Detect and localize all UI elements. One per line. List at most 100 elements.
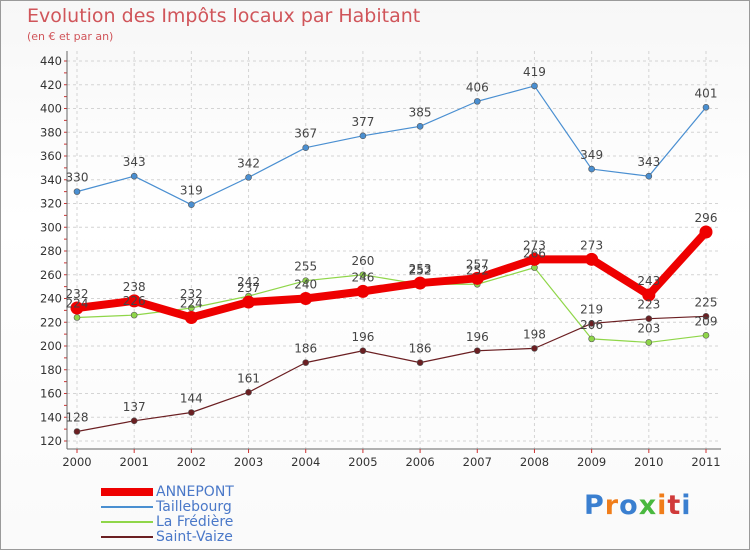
x-tick-label-2006: 2006 <box>405 455 434 469</box>
data-label-la-fr-di-re-2005: 260 <box>351 254 374 268</box>
legend-item-saint-vaize[interactable]: Saint-Vaize <box>101 529 321 545</box>
y-tick-label-440: 440 <box>40 54 62 68</box>
point-taillebourg-2011 <box>702 104 710 111</box>
legend-item-la-frediere[interactable]: La Frédière <box>101 514 321 530</box>
data-label-la-fr-di-re-2011: 209 <box>695 314 718 328</box>
series-line-saint-vaize <box>76 315 707 433</box>
point-la-fr-di-re-2001 <box>130 311 138 319</box>
point-taillebourg-2009 <box>588 165 595 173</box>
point-taillebourg-2005 <box>359 132 367 140</box>
data-label-annepont-2011: 296 <box>695 211 718 225</box>
data-label-taillebourg-2002: 319 <box>180 184 203 198</box>
legend-item-taillebourg[interactable]: Taillebourg <box>101 499 321 515</box>
data-label-annepont-2002: 224 <box>180 297 203 311</box>
y-tick-label-180: 180 <box>40 363 62 377</box>
legend-label-annepont: ANNEPONT <box>156 484 234 500</box>
point-taillebourg-2006 <box>416 123 424 130</box>
data-label-la-fr-di-re-2009: 206 <box>580 318 603 332</box>
legend-swatch-annepont <box>101 488 153 496</box>
data-label-annepont-2005: 246 <box>351 270 374 284</box>
point-saint-vaize-2009 <box>588 320 595 327</box>
y-tick-label-320: 320 <box>40 197 62 211</box>
x-tick-label-2003: 2003 <box>234 455 263 469</box>
y-tick-label-260: 260 <box>40 268 62 282</box>
point-taillebourg-2002 <box>188 201 195 208</box>
point-annepont-2010 <box>642 288 656 302</box>
data-label-taillebourg-2001: 343 <box>123 155 146 169</box>
x-tick-label-2002: 2002 <box>177 455 206 469</box>
point-annepont-2007 <box>470 271 484 285</box>
data-label-la-fr-di-re-2004: 255 <box>294 260 317 274</box>
point-saint-vaize-2008 <box>531 345 538 352</box>
x-tick-label-2008: 2008 <box>520 455 549 469</box>
point-saint-vaize-2005 <box>359 347 367 355</box>
point-taillebourg-2001 <box>130 172 138 180</box>
data-label-annepont-2003: 237 <box>237 281 260 295</box>
x-tick-label-2010: 2010 <box>634 455 663 469</box>
legend-swatch-saint-vaize <box>101 536 153 538</box>
y-tick-label-420: 420 <box>40 78 62 92</box>
data-label-saint-vaize-2002: 144 <box>180 392 203 406</box>
data-label-la-fr-di-re-2006: 252 <box>409 263 432 277</box>
point-annepont-2002 <box>184 311 198 324</box>
legend-item-annepont[interactable]: ANNEPONT <box>101 484 321 500</box>
y-tick-label-160: 160 <box>40 387 62 401</box>
data-label-annepont-2008: 273 <box>523 238 546 252</box>
point-la-fr-di-re-2005 <box>359 271 367 279</box>
point-la-fr-di-re-2011 <box>702 332 710 339</box>
point-saint-vaize-2000 <box>73 428 81 435</box>
legend: ANNEPONT Taillebourg La Frédière Saint-V… <box>101 484 321 545</box>
y-tick-label-300: 300 <box>40 220 62 234</box>
point-la-fr-di-re-2004 <box>302 277 310 284</box>
y-tick-label-340: 340 <box>40 173 62 187</box>
legend-swatch-taillebourg <box>101 506 153 508</box>
data-label-taillebourg-2010: 343 <box>637 155 660 169</box>
point-taillebourg-2004 <box>302 144 310 151</box>
data-label-annepont-2004: 240 <box>294 278 317 292</box>
point-taillebourg-2000 <box>73 188 81 195</box>
point-annepont-2005 <box>356 284 370 298</box>
series-lines <box>70 82 713 435</box>
data-label-saint-vaize-2004: 186 <box>294 342 317 356</box>
point-la-fr-di-re-2000 <box>73 314 81 321</box>
y-tick-label-400: 400 <box>40 102 62 116</box>
point-saint-vaize-2001 <box>130 417 138 425</box>
y-tick-label-380: 380 <box>40 125 62 139</box>
point-annepont-2004 <box>299 292 313 305</box>
series-line-la-fr-di-re <box>76 267 707 344</box>
x-tick-label-2001: 2001 <box>120 455 149 469</box>
legend-swatch-la-frediere <box>101 521 153 523</box>
data-label-la-fr-di-re-2003: 242 <box>237 275 260 289</box>
proxiti-logo: Proxiti <box>584 490 692 521</box>
y-tick-label-360: 360 <box>40 149 62 163</box>
data-label-annepont-2007: 257 <box>466 257 489 271</box>
grid <box>67 51 721 449</box>
y-tick-label-140: 140 <box>40 410 62 424</box>
point-annepont-2009 <box>585 252 599 266</box>
data-label-annepont-2000: 232 <box>66 287 89 301</box>
data-label-la-fr-di-re-2008: 266 <box>523 247 546 261</box>
data-label-saint-vaize-2011: 225 <box>695 295 718 309</box>
series-line-annepont <box>73 228 710 322</box>
data-label-saint-vaize-2005: 196 <box>351 330 374 344</box>
point-annepont-2000 <box>70 301 84 315</box>
legend-label-saint-vaize: Saint-Vaize <box>156 529 233 545</box>
data-label-taillebourg-2011: 401 <box>695 86 718 100</box>
x-tick-label-2005: 2005 <box>348 455 377 469</box>
data-label-saint-vaize-2009: 219 <box>580 302 603 316</box>
data-label-taillebourg-2004: 367 <box>294 127 317 141</box>
point-annepont-2008 <box>527 252 541 266</box>
data-label-annepont-2009: 273 <box>580 238 603 252</box>
data-label-taillebourg-2008: 419 <box>523 65 546 79</box>
y-tick-label-220: 220 <box>40 315 62 329</box>
point-saint-vaize-2002 <box>188 409 195 416</box>
data-label-la-fr-di-re-2000: 224 <box>66 297 89 311</box>
x-tick-label-2009: 2009 <box>577 455 606 469</box>
y-tick-label-280: 280 <box>40 244 62 258</box>
x-tick-label-2004: 2004 <box>291 455 320 469</box>
point-saint-vaize-2004 <box>302 359 310 366</box>
data-label-la-fr-di-re-2007: 252 <box>466 263 489 277</box>
data-label-saint-vaize-2010: 223 <box>637 298 660 312</box>
